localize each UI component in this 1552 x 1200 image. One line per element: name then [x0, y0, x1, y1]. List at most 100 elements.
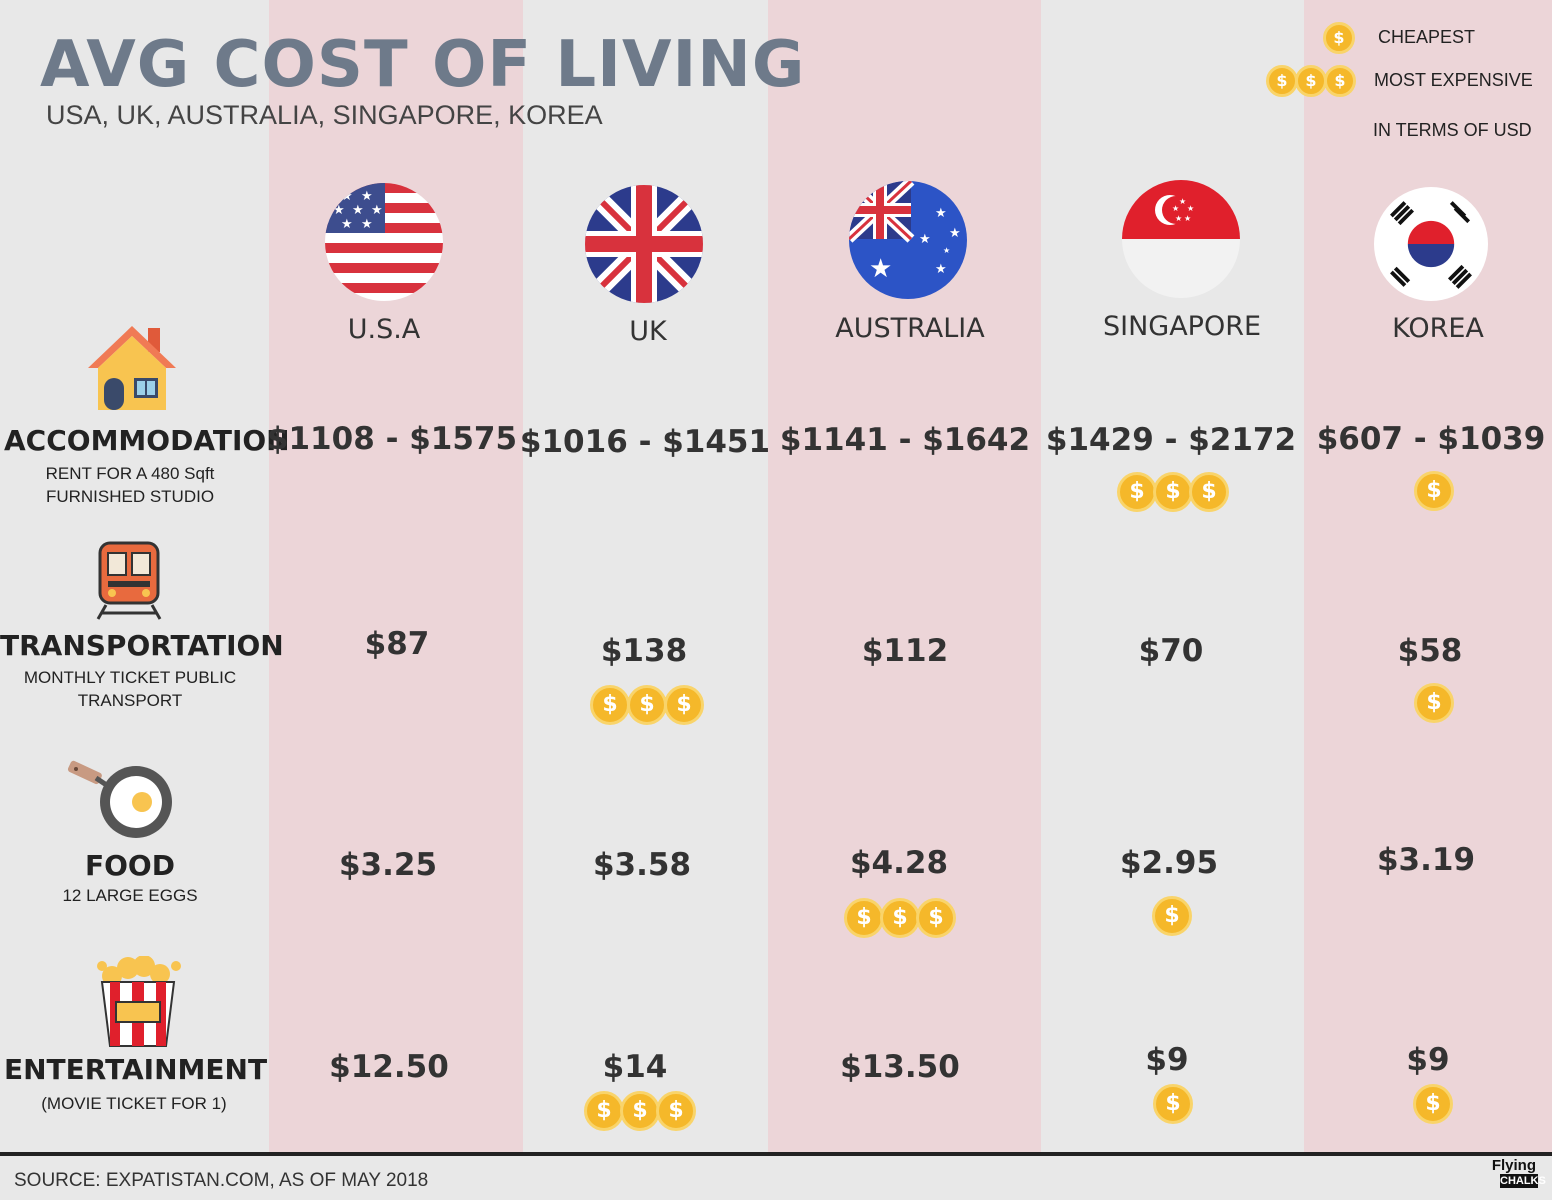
country-name-australia: AUSTRALIA [835, 313, 985, 344]
value-accommodation-uk: $1016 - $1451 [519, 424, 771, 460]
value-entertainment-korea: $9 [1406, 1042, 1450, 1078]
coin-icon: $ [1413, 1084, 1453, 1124]
category-desc-line: FURNISHED STUDIO [45, 487, 215, 506]
svg-text:★: ★ [361, 217, 373, 232]
coin-icon: $ [916, 898, 956, 938]
country-name-usa: U.S.A [347, 314, 421, 345]
coin-icon: $ [1117, 472, 1157, 512]
column-stripe-usa [269, 0, 523, 1152]
legend-usd-note: IN TERMS OF USD [1373, 120, 1532, 140]
flying-chalks-logo: Flying CHALKS [1484, 1157, 1546, 1198]
coin-icon: $ [1414, 471, 1454, 511]
svg-text:★: ★ [869, 254, 892, 284]
category-desc-line: TRANSPORT [77, 691, 183, 710]
category-title-accommodation: ACCOMMODATION [4, 424, 290, 457]
house-icon [88, 326, 176, 410]
footer-divider [0, 1152, 1552, 1156]
category-desc-line: RENT FOR A 480 Sqft [45, 464, 215, 483]
category-desc-food: 12 LARGE EGGS [0, 884, 260, 907]
value-accommodation-australia: $1141 - $1642 [779, 422, 1031, 458]
logo-line-1: Flying [1491, 1157, 1536, 1174]
logo-line-2: CHALKS [1500, 1174, 1546, 1188]
svg-text:★: ★ [361, 189, 373, 204]
coin-icon: $ [880, 898, 920, 938]
category-title-entertainment: ENTERTAINMENT [4, 1053, 268, 1086]
coin-icon: $ [1414, 683, 1454, 723]
category-title-food: FOOD [85, 849, 175, 882]
value-food-korea: $3.19 [1376, 842, 1476, 878]
value-transportation-usa: $87 [364, 626, 430, 662]
coin-icon: $ [1153, 1084, 1193, 1124]
value-accommodation-singapore: $1429 - $2172 [1045, 422, 1297, 458]
page-title: AVG COST OF LIVING [40, 28, 806, 102]
category-desc-line: 12 LARGE EGGS [62, 886, 198, 905]
coin-icon: $ [1323, 22, 1355, 54]
value-food-singapore: $2.95 [1119, 845, 1219, 881]
svg-text:★: ★ [341, 189, 353, 204]
australia-flag: ★ ★ ★ ★ ★ ★ [849, 181, 967, 299]
legend-most-expensive: MOST EXPENSIVE [1374, 70, 1533, 90]
svg-text:★: ★ [333, 203, 345, 218]
value-entertainment-usa: $12.50 [329, 1049, 449, 1085]
korea-flag [1374, 187, 1488, 301]
coin-icon: $ [584, 1091, 624, 1131]
country-name-uk: UK [629, 316, 667, 347]
svg-text:★: ★ [949, 226, 961, 241]
svg-text:★: ★ [1184, 214, 1191, 223]
coin-icon: $ [1295, 65, 1327, 97]
category-desc-accommodation: RENT FOR A 480 Sqft FURNISHED STUDIO [0, 462, 260, 508]
svg-text:★: ★ [1187, 204, 1194, 213]
category-desc-line: MONTHLY TICKET PUBLIC [23, 668, 237, 687]
column-stripe-korea [1304, 0, 1552, 1152]
coin-icon: $ [1189, 472, 1229, 512]
value-accommodation-korea: $607 - $1039 [1316, 421, 1546, 457]
coin-icon: $ [664, 685, 704, 725]
coin-icon: $ [627, 685, 667, 725]
value-accommodation-usa: $1108 - $1575 [266, 421, 518, 457]
legend: $ CHEAPEST $ $ $ MOST EXPENSIVE IN TERMS… [1260, 20, 1550, 150]
column-stripe-australia [768, 0, 1041, 1152]
coin-icon: $ [656, 1091, 696, 1131]
train-icon [96, 541, 162, 620]
uk-flag [585, 185, 703, 303]
svg-text:★: ★ [341, 217, 353, 232]
svg-text:★: ★ [943, 246, 950, 255]
value-transportation-australia: $112 [861, 633, 949, 669]
value-entertainment-uk: $14 [602, 1049, 668, 1085]
svg-text:★: ★ [919, 232, 931, 247]
legend-cheapest: CHEAPEST [1378, 27, 1476, 47]
coin-icon: $ [844, 898, 884, 938]
svg-text:★: ★ [935, 262, 947, 277]
value-entertainment-australia: $13.50 [840, 1049, 960, 1085]
frying-pan-icon [67, 760, 172, 838]
coin-icon: $ [1152, 896, 1192, 936]
coin-icon: $ [590, 685, 630, 725]
category-title-transportation: TRANSPORTATION [0, 629, 284, 662]
svg-text:★: ★ [371, 203, 383, 218]
svg-text:★: ★ [1172, 204, 1179, 213]
svg-text:★: ★ [1179, 197, 1186, 206]
popcorn-icon [97, 956, 181, 1047]
value-entertainment-singapore: $9 [1145, 1042, 1189, 1078]
coin-icon: $ [1324, 65, 1356, 97]
singapore-flag: ★★★ ★ ★ [1122, 180, 1240, 298]
coin-icon: $ [1153, 472, 1193, 512]
country-name-singapore: SINGAPORE [1102, 311, 1262, 342]
source-text: SOURCE: EXPATISTAN.COM, AS OF MAY 2018 [14, 1170, 429, 1191]
category-desc-transportation: MONTHLY TICKET PUBLIC TRANSPORT [0, 666, 260, 712]
svg-text:★: ★ [935, 206, 947, 221]
coin-icon: $ [620, 1091, 660, 1131]
coin-icon: $ [1266, 65, 1298, 97]
svg-text:★: ★ [352, 203, 364, 218]
category-desc-entertainment: (MOVIE TICKET FOR 1) [4, 1092, 264, 1115]
category-desc-line: (MOVIE TICKET FOR 1) [41, 1094, 227, 1113]
value-food-usa: $3.25 [338, 847, 438, 883]
usa-flag: ★ ★ ★ ★ ★ ★ ★ [325, 183, 443, 301]
page-subtitle: USA, UK, AUSTRALIA, SINGAPORE, KOREA [46, 100, 603, 130]
country-name-korea: KOREA [1392, 313, 1484, 344]
value-transportation-korea: $58 [1397, 633, 1463, 669]
value-transportation-singapore: $70 [1138, 633, 1204, 669]
value-food-uk: $3.58 [592, 847, 692, 883]
value-transportation-uk: $138 [600, 633, 688, 669]
svg-text:★: ★ [1175, 214, 1182, 223]
